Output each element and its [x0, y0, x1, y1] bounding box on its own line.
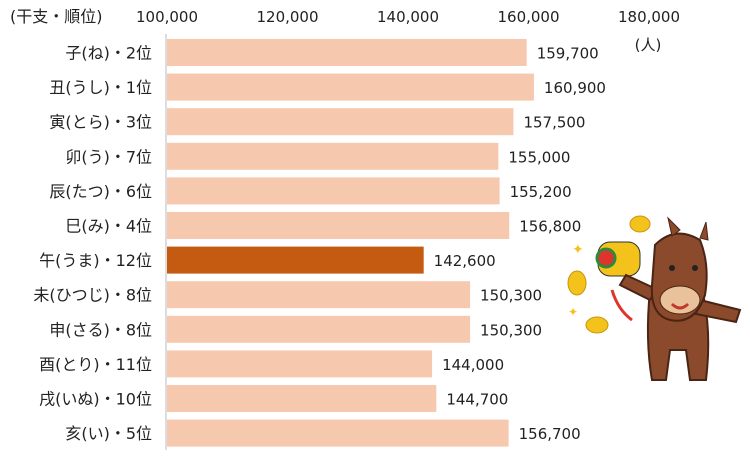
horse-illustration: ✦ ✦	[567, 215, 742, 381]
value-label: 144,700	[446, 391, 508, 409]
category-label: 申(さる)・8位	[49, 320, 152, 339]
category-label: 丑(うし)・1位	[49, 78, 152, 97]
y-axis-label: (干支・順位)	[10, 7, 103, 26]
bar	[167, 350, 433, 378]
x-tick-label: 140,000	[377, 8, 439, 26]
category-label: 辰(たつ)・6位	[49, 182, 152, 201]
value-label: 150,300	[480, 321, 542, 339]
category-label: 酉(とり)・11位	[39, 355, 152, 374]
value-label: 150,300	[480, 287, 542, 305]
bar	[167, 385, 437, 412]
bar	[167, 281, 471, 309]
bar	[167, 73, 534, 101]
value-label: 160,900	[544, 79, 606, 97]
category-label: 午(うま)・12位	[39, 251, 152, 270]
value-label: 155,200	[510, 183, 572, 201]
value-label: 142,600	[434, 252, 496, 270]
sparkle-icon: ✦	[572, 242, 584, 258]
category-label: 未(ひつじ)・8位	[33, 286, 152, 305]
value-label: 157,500	[523, 114, 585, 132]
value-label: 159,700	[537, 45, 599, 63]
coin-icon	[567, 270, 587, 296]
coin-icon	[585, 316, 609, 334]
value-label: 156,800	[519, 218, 581, 236]
x-tick-label: 160,000	[497, 8, 559, 26]
value-label: 156,700	[519, 425, 581, 443]
category-label: 戌(いぬ)・10位	[39, 390, 152, 409]
coin-icon	[629, 215, 651, 233]
bar	[167, 142, 499, 170]
x-tick-label: 100,000	[136, 8, 198, 26]
bar	[167, 108, 514, 136]
category-label: 子(ね)・2位	[65, 44, 152, 63]
category-label: 巳(み)・4位	[65, 217, 152, 236]
bar	[167, 177, 500, 205]
category-label: 寅(とら)・3位	[49, 113, 152, 132]
x-tick-label: 180,000	[618, 8, 680, 26]
sparkle-icon: ✦	[568, 305, 578, 319]
bar	[167, 212, 510, 239]
value-label: 155,000	[508, 148, 570, 166]
unit-label: (人)	[635, 36, 662, 54]
bar	[167, 246, 424, 274]
category-label: 亥(い)・5位	[65, 424, 152, 443]
bar	[167, 419, 509, 447]
x-tick-label: 120,000	[256, 8, 318, 26]
bar	[167, 315, 471, 343]
category-label: 卯(う)・7位	[65, 147, 152, 166]
bar	[167, 39, 527, 66]
value-label: 144,000	[442, 356, 504, 374]
